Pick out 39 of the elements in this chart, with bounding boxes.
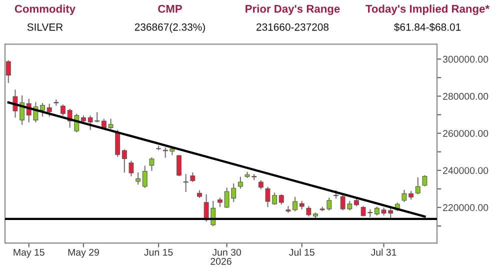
- text: $61.84-$68.01: [394, 22, 461, 32]
- candlestick: [306, 206, 312, 217]
- y-tick-label: 280000.00: [443, 92, 488, 100]
- candlestick: [142, 166, 148, 188]
- candlestick: [122, 149, 127, 173]
- text: Commodity: [14, 4, 76, 15]
- text: 231660-237208: [256, 23, 329, 31]
- candlestick: [292, 196, 298, 212]
- candlestick: [6, 60, 11, 83]
- x-axis-title: 2026: [210, 258, 232, 265]
- y-tick-label: 240000.00: [443, 167, 488, 174]
- candlestick: [422, 175, 428, 186]
- x-tick-label: May 29: [68, 248, 99, 258]
- x-tick-label: Jun 15: [144, 248, 173, 256]
- candlestick: [60, 104, 66, 116]
- y-tick-label: 260000.00: [443, 130, 488, 137]
- candlestick: [115, 130, 120, 157]
- x-tick-label: Jul 15: [289, 248, 314, 256]
- text: CMP: [158, 4, 182, 13]
- text: Today's Implied Range*: [366, 4, 490, 16]
- candlestick: [40, 103, 45, 117]
- text: 236867(2.33%): [134, 23, 205, 33]
- x-tick-label: Jul 31: [370, 248, 396, 256]
- candlestick: [278, 194, 284, 204]
- candlestick: [46, 104, 52, 117]
- candlestick: [415, 177, 420, 194]
- y-tick-label: 300000.00: [442, 56, 488, 63]
- y-tick-label: 220000.00: [443, 204, 488, 212]
- candlestick: [176, 154, 182, 176]
- candlestick: [238, 176, 243, 189]
- text: Prior Day's Range: [246, 4, 340, 16]
- candlestick: [149, 157, 154, 171]
- candlestick: [136, 172, 141, 185]
- text: SILVER: [27, 23, 63, 31]
- candlestick: [286, 206, 291, 213]
- candlestick: [108, 118, 114, 129]
- candlestick: [128, 160, 134, 176]
- x-tick-label: Jun 30: [212, 248, 242, 256]
- x-tick-label: May 15: [14, 248, 44, 258]
